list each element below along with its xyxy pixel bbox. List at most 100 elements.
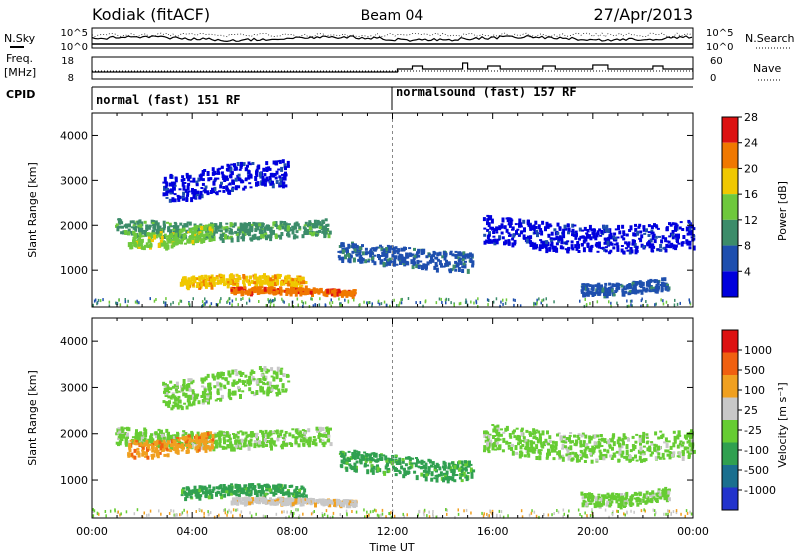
echo-cell bbox=[275, 180, 279, 184]
echo-cell bbox=[582, 247, 586, 253]
echo-cell bbox=[486, 228, 490, 232]
echo-cell bbox=[661, 282, 665, 287]
echo-cell bbox=[263, 378, 267, 381]
echo-cell bbox=[565, 437, 569, 440]
echo-cell bbox=[326, 288, 330, 294]
ground-speckle bbox=[502, 298, 504, 302]
echo-cell bbox=[531, 432, 534, 436]
echo-cell bbox=[495, 231, 499, 234]
echo-cell bbox=[195, 439, 199, 442]
echo-cell bbox=[370, 457, 374, 461]
echo-cell bbox=[649, 453, 653, 457]
echo-cell bbox=[271, 275, 275, 279]
echo-cell bbox=[235, 493, 239, 497]
echo-cell bbox=[366, 464, 370, 467]
echo-cell bbox=[323, 227, 327, 230]
echo-cell bbox=[609, 286, 613, 290]
echo-cell bbox=[604, 282, 608, 286]
echo-cell bbox=[283, 442, 287, 447]
echo-cell bbox=[285, 287, 289, 291]
ground-speckle bbox=[629, 299, 632, 303]
echo-cell bbox=[216, 177, 220, 180]
echo-cell bbox=[195, 493, 199, 499]
echo-cell bbox=[295, 230, 299, 234]
echo-cell bbox=[659, 248, 663, 252]
echo-cell bbox=[132, 239, 135, 245]
ground-speckle bbox=[393, 298, 395, 302]
echo-cell bbox=[137, 241, 141, 245]
echo-cell bbox=[645, 228, 648, 233]
echo-cell bbox=[511, 450, 515, 456]
echo-cell bbox=[148, 236, 151, 241]
echo-cell bbox=[229, 166, 233, 171]
echo-cell bbox=[551, 440, 555, 443]
echo-cell bbox=[354, 243, 357, 247]
echo-cell bbox=[550, 241, 554, 246]
echo-cell bbox=[196, 190, 200, 195]
status-panel-1-traces bbox=[91, 32, 693, 45]
echo-cell bbox=[357, 451, 361, 454]
ground-speckle bbox=[654, 303, 656, 307]
echo-cell bbox=[622, 237, 626, 241]
ground-speckle bbox=[138, 301, 140, 305]
ground-speckle bbox=[237, 303, 239, 307]
echo-cell bbox=[571, 440, 575, 444]
echo-cell bbox=[253, 273, 257, 278]
echo-cell bbox=[299, 502, 303, 507]
echo-cell bbox=[577, 433, 581, 437]
echo-cell bbox=[128, 452, 132, 457]
echo-cell bbox=[340, 459, 344, 464]
echo-cell bbox=[622, 250, 626, 255]
echo-cell bbox=[236, 380, 240, 384]
echo-cell bbox=[219, 236, 223, 240]
echo-cell bbox=[512, 233, 516, 238]
echo-cell bbox=[268, 167, 272, 171]
echo-cell bbox=[219, 229, 223, 233]
echo-cell bbox=[144, 230, 147, 232]
echo-cell bbox=[442, 476, 446, 480]
freq-label-top: Freq. bbox=[6, 52, 33, 65]
echo-cell bbox=[578, 227, 582, 232]
echo-cell bbox=[647, 284, 651, 288]
echo-cell bbox=[258, 223, 262, 227]
echo-cell bbox=[274, 176, 278, 180]
echo-cell bbox=[163, 233, 167, 236]
echo-cell bbox=[242, 382, 245, 385]
echo-cell bbox=[169, 396, 173, 400]
echo-cell bbox=[161, 433, 165, 438]
echo-cell bbox=[622, 285, 626, 290]
echo-cell bbox=[685, 226, 689, 232]
echo-cell bbox=[539, 239, 543, 242]
ground-speckle bbox=[228, 297, 231, 301]
echo-cell bbox=[277, 388, 281, 392]
echo-cell bbox=[457, 467, 461, 472]
echo-cell bbox=[470, 472, 474, 475]
echo-cell bbox=[241, 231, 245, 236]
echo-cell bbox=[202, 189, 206, 192]
echo-cell bbox=[295, 429, 299, 434]
echo-cell bbox=[275, 485, 279, 490]
echo-cell bbox=[579, 440, 583, 445]
echo-cell bbox=[131, 220, 135, 224]
echo-cell bbox=[307, 501, 311, 505]
echo-cell bbox=[571, 223, 575, 228]
echo-cell bbox=[561, 443, 565, 448]
echo-cell bbox=[200, 485, 204, 489]
echo-cell bbox=[651, 451, 654, 454]
echo-cell bbox=[132, 236, 136, 240]
echo-cell bbox=[200, 194, 204, 199]
echo-cell bbox=[540, 247, 544, 249]
echo-cell bbox=[136, 447, 140, 451]
echo-cell bbox=[239, 394, 242, 399]
echo-cell bbox=[585, 232, 589, 235]
echo-cell bbox=[221, 238, 225, 243]
echo-cell bbox=[368, 458, 372, 461]
ground-speckle bbox=[584, 298, 586, 301]
echo-cell bbox=[234, 500, 238, 504]
echo-cell bbox=[547, 448, 550, 453]
echo-cell bbox=[676, 434, 680, 440]
echo-cell bbox=[646, 284, 650, 287]
echo-cell bbox=[593, 446, 597, 450]
echo-cell bbox=[573, 224, 577, 227]
echo-cell bbox=[272, 440, 276, 443]
